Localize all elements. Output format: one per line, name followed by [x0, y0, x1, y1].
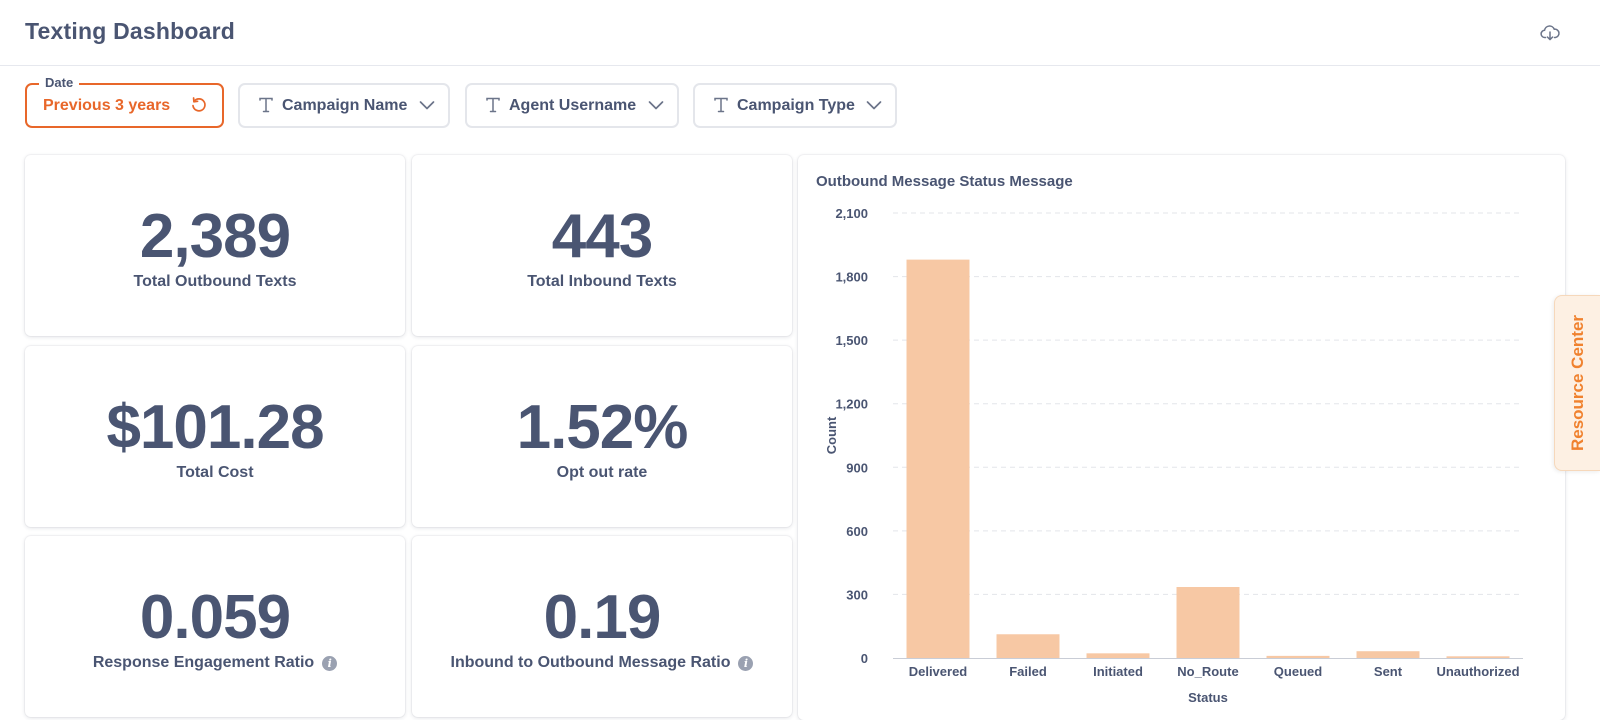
info-icon[interactable]: i [738, 656, 754, 671]
kpi-label-row: Inbound to Outbound Message Ratio i [412, 654, 792, 672]
kpi-card-total-outbound: 2,389 Total Outbound Texts [25, 155, 405, 336]
kpi-label: Total Inbound Texts [527, 273, 677, 290]
kpi-value: $101.28 [106, 393, 324, 462]
bar-initiated [1086, 653, 1150, 658]
kpi-label: Opt out rate [556, 464, 648, 481]
kpi-card-total-inbound: 443 Total Inbound Texts [412, 155, 792, 336]
bar-queued [1266, 655, 1330, 658]
bar-delivered [906, 259, 970, 658]
kpi-label: Total Cost [176, 464, 254, 481]
bar-no-route [1176, 587, 1240, 658]
kpi-card-inbound-outbound-ratio: 0.19 Inbound to Outbound Message Ratio i [412, 536, 792, 717]
agent-username-filter-label: Agent Username [509, 97, 637, 114]
campaign-name-filter[interactable]: Campaign Name [238, 83, 450, 128]
kpi-label-row: Response Engagement Ratio i [25, 654, 405, 672]
y-axis-title: Count [824, 416, 839, 454]
kpi-value: 2,389 [139, 202, 291, 271]
y-tick-label: 1,500 [835, 333, 868, 348]
reset-icon[interactable] [190, 96, 208, 114]
y-tick-label: 0 [861, 651, 868, 666]
kpi-card-response-engagement: 0.059 Response Engagement Ratio i [25, 536, 405, 717]
y-tick-label: 1,200 [835, 397, 868, 412]
x-tick-label: Sent [1374, 664, 1403, 679]
kpi-value: 443 [551, 202, 653, 271]
date-filter-legend: Date [39, 75, 80, 90]
text-type-icon [259, 97, 273, 113]
bar-sent [1356, 651, 1420, 658]
campaign-type-filter-label: Campaign Type [737, 97, 855, 114]
outbound-status-bar-chart: 0 300 600 900 1,200 1,500 1,800 2,100 Delivered F… [824, 206, 1523, 705]
bar-unauthorized [1446, 656, 1510, 658]
chart-title: Outbound Message Status Message [816, 173, 1073, 190]
resource-center-label: Resource Center [1567, 314, 1587, 452]
agent-username-filter[interactable]: Agent Username [465, 83, 679, 128]
text-type-icon [714, 97, 728, 113]
kpi-card-opt-out-rate: 1.52% Opt out rate [412, 346, 792, 527]
x-axis-title: Status [1188, 690, 1228, 705]
x-tick-label: Initiated [1093, 664, 1143, 679]
kpi-label: Total Outbound Texts [133, 273, 297, 290]
campaign-name-filter-label: Campaign Name [282, 97, 408, 114]
bar-failed [996, 634, 1060, 658]
x-tick-label: Queued [1274, 664, 1322, 679]
resource-center-tab[interactable]: Resource Center [1554, 295, 1600, 471]
y-tick-label: 2,100 [835, 206, 868, 221]
kpi-value: 0.19 [543, 583, 662, 652]
cloud-download-icon[interactable] [1537, 22, 1563, 44]
header: Texting Dashboard [0, 0, 1600, 66]
y-tick-label: 300 [846, 587, 868, 602]
text-type-icon [486, 97, 500, 113]
y-tick-label: 1,800 [835, 270, 868, 285]
date-filter[interactable]: Date Previous 3 years [25, 75, 224, 128]
x-tick-label: Failed [1009, 664, 1047, 679]
kpi-value: 1.52% [516, 393, 689, 462]
kpi-card-total-cost: $101.28 Total Cost [25, 346, 405, 527]
outbound-status-chart-card: Outbound Message Status Message 0 300 600 9… [798, 155, 1565, 720]
campaign-type-filter[interactable]: Campaign Type [693, 83, 897, 128]
x-tick-label: Delivered [909, 664, 968, 679]
chevron-down-icon [648, 101, 664, 110]
date-filter-value: Previous 3 years [43, 97, 171, 114]
y-tick-label: 600 [846, 524, 868, 539]
page-title: Texting Dashboard [25, 18, 235, 44]
y-tick-label: 900 [846, 460, 868, 475]
chevron-down-icon [866, 101, 882, 110]
kpi-value: 0.059 [139, 583, 291, 652]
x-tick-label: No_Route [1177, 664, 1238, 679]
info-icon[interactable]: i [322, 656, 338, 671]
kpi-label: Inbound to Outbound Message Ratio [450, 654, 731, 671]
kpi-label: Response Engagement Ratio [92, 654, 315, 671]
x-tick-label: Unauthorized [1436, 664, 1519, 679]
chevron-down-icon [419, 101, 435, 110]
